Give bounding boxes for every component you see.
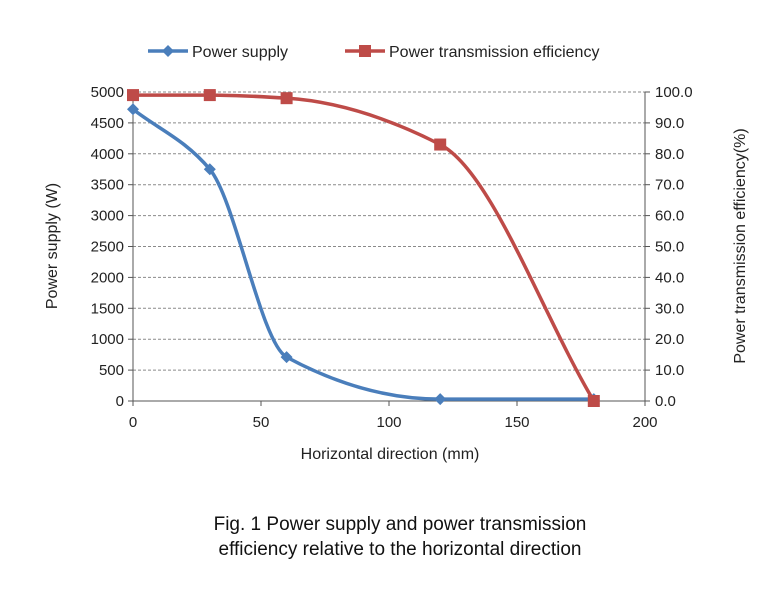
x-axis-title: Horizontal direction (mm): [301, 446, 480, 463]
data-point-efficiency: [280, 92, 293, 105]
legend: Power supply Power transmission efficien…: [148, 44, 599, 61]
y2-tick-label: 40.0: [655, 269, 684, 286]
series-line-efficiency: [131, 93, 596, 403]
x-tick-label: 100: [376, 414, 401, 431]
data-point-efficiency: [434, 138, 447, 151]
series-layer: [127, 89, 600, 407]
x-tick-label: 150: [504, 414, 529, 431]
y2-tick-label: 20.0: [655, 331, 684, 348]
series-line-power-supply: [131, 107, 596, 401]
caption-line-2: efficiency relative to the horizontal di…: [218, 539, 582, 560]
legend-item-efficiency: Power transmission efficiency: [345, 44, 599, 61]
y2-tick-label: 0.0: [655, 393, 676, 410]
caption-line-1: Fig. 1 Power supply and power transmissi…: [213, 514, 587, 535]
y-tick-label: 4000: [91, 146, 124, 163]
y2-axis-title: Power transmission efficiency(%): [732, 128, 749, 363]
y-tick-label: 2000: [91, 269, 124, 286]
data-point-efficiency: [203, 89, 216, 102]
y-tick-label: 3000: [91, 208, 124, 225]
y-axis-title: Power supply (W): [44, 183, 61, 309]
data-point-power-supply: [280, 351, 293, 364]
y-tick-label: 1500: [91, 300, 124, 317]
y-tick-label: 3500: [91, 177, 124, 194]
legend-label-power-supply: Power supply: [192, 44, 288, 61]
figure-caption: Fig. 1 Power supply and power transmissi…: [0, 512, 780, 562]
x-tick-label: 200: [632, 414, 657, 431]
legend-item-power-supply: Power supply: [148, 44, 288, 61]
data-point-power-supply: [203, 163, 216, 176]
data-point-efficiency: [587, 395, 600, 407]
data-point-power-supply: [434, 393, 447, 406]
y-tick-label: 0: [116, 393, 124, 410]
y-tick-label: 5000: [91, 84, 124, 101]
data-point-power-supply: [127, 103, 139, 116]
x-tick-label: 0: [129, 414, 137, 431]
y-tick-label: 4500: [91, 115, 124, 132]
y2-tick-label: 50.0: [655, 239, 684, 256]
x-tick-label: 50: [253, 414, 270, 431]
y2-tick-label: 60.0: [655, 208, 684, 225]
y2-tick-label: 70.0: [655, 177, 684, 194]
y2-tick-label: 100.0: [655, 84, 693, 101]
gridlines: [133, 91, 645, 371]
legend-label-efficiency: Power transmission efficiency: [389, 44, 599, 61]
data-point-efficiency: [127, 89, 139, 102]
y-tick-label: 2500: [91, 239, 124, 256]
y2-tick-label: 30.0: [655, 300, 684, 317]
y-tick-label: 1000: [91, 331, 124, 348]
y2-tick-label: 10.0: [655, 362, 684, 379]
legend-marker-efficiency: [359, 45, 371, 57]
y2-tick-label: 80.0: [655, 146, 684, 163]
y-tick-label: 500: [99, 362, 124, 379]
legend-marker-power-supply: [162, 45, 174, 57]
y2-tick-label: 90.0: [655, 115, 684, 132]
